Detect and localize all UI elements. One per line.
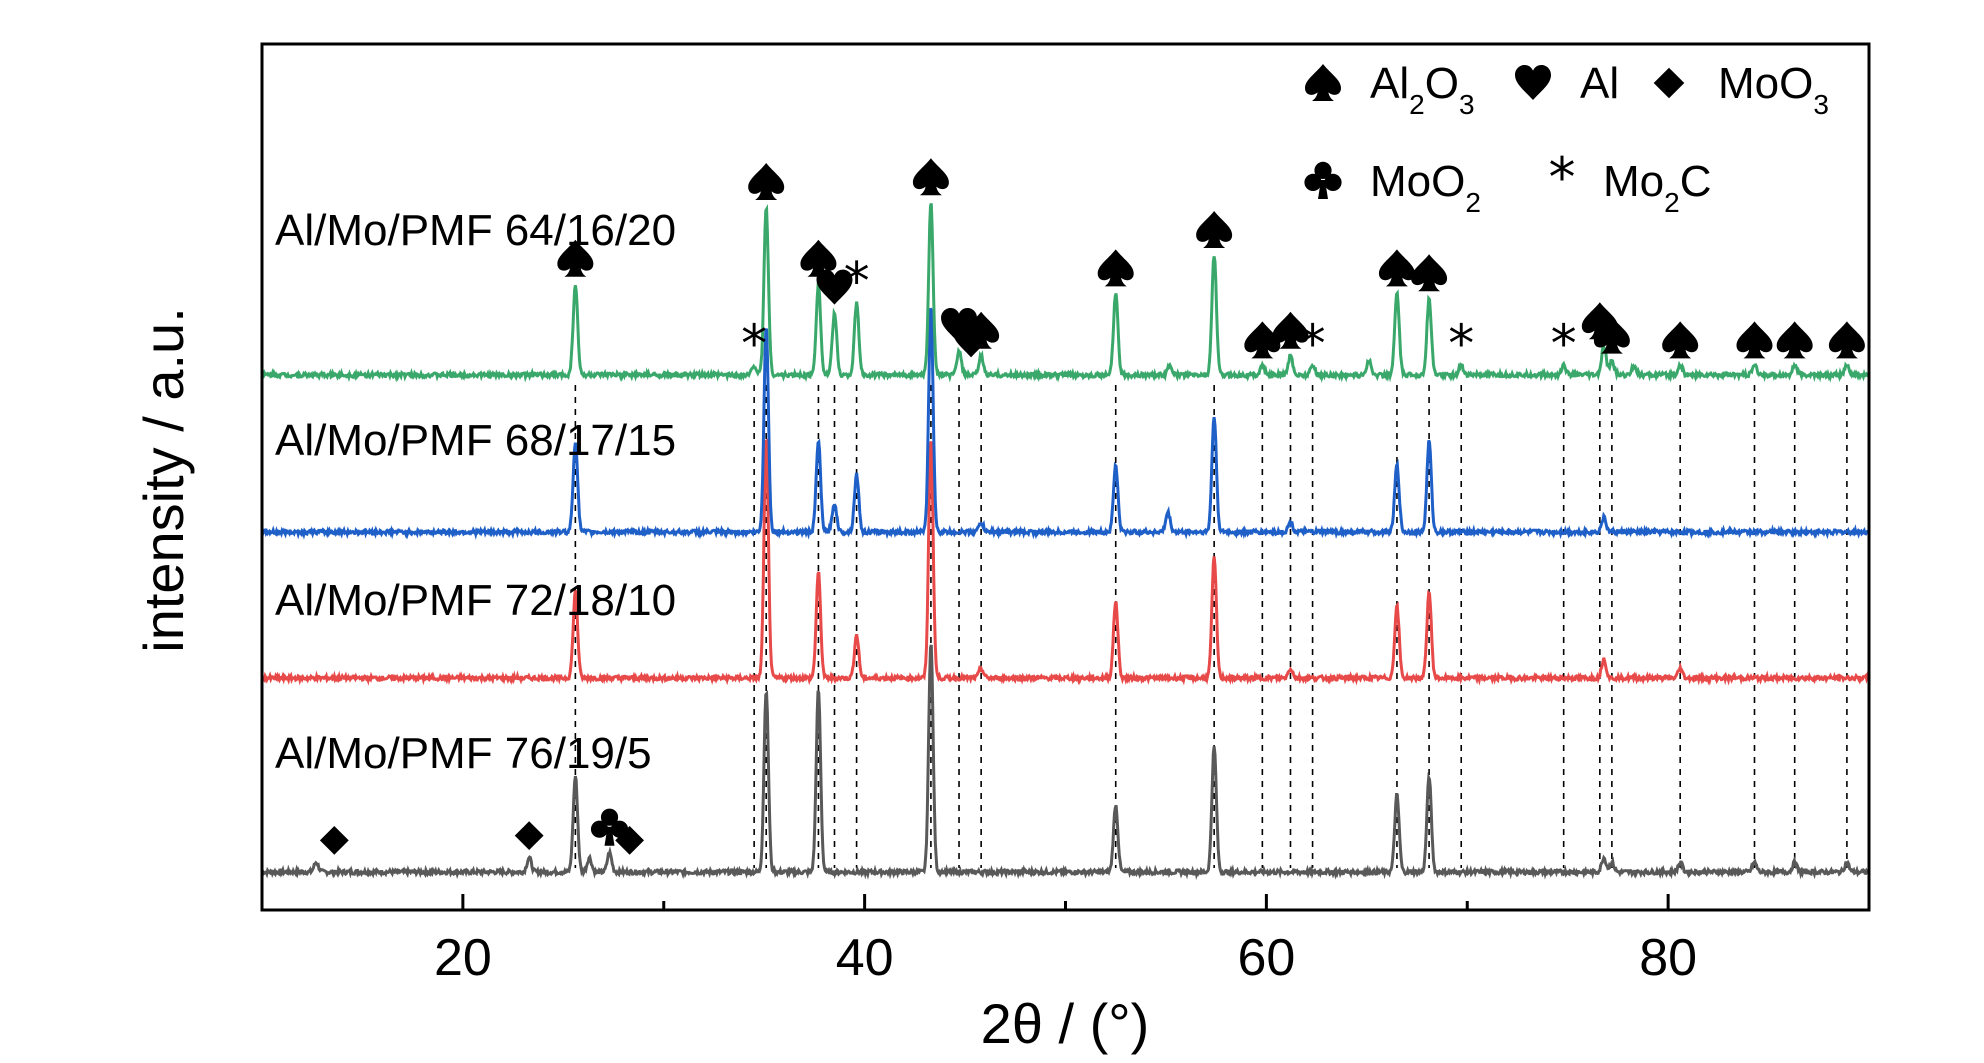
- y-axis-title: intensity / a.u.: [132, 307, 195, 653]
- x-tick-label: 40: [836, 929, 894, 987]
- x-axis-title: 2θ / (°): [981, 992, 1150, 1055]
- series-label-64-16-20: Al/Mo/PMF 64/16/20: [275, 206, 676, 255]
- spade-marker-icon: [912, 158, 949, 196]
- legend-asterisk-icon: *: [1549, 146, 1576, 209]
- spade-marker-icon: [1828, 321, 1865, 359]
- spade-marker-icon: [1196, 211, 1233, 248]
- series-label-76-19-5: Al/Mo/PMF 76/19/5: [275, 729, 652, 778]
- reference-lines: [574, 385, 1848, 868]
- series-label-68-17-15: Al/Mo/PMF 68/17/15: [275, 416, 676, 465]
- asterisk-marker-icon: *: [1448, 314, 1474, 374]
- x-tick-label: 80: [1639, 929, 1697, 987]
- spade-marker-icon: [1378, 249, 1415, 287]
- x-tick-label: 60: [1237, 929, 1295, 987]
- spade-marker-icon: [1776, 321, 1813, 359]
- x-axis-ticks: 20 40 60 80: [260, 894, 1871, 987]
- legend-diamond-icon: [1653, 67, 1685, 99]
- series-line-68-17-15: [261, 307, 1871, 540]
- series-label-72-18-10: Al/Mo/PMF 72/18/10: [275, 576, 676, 625]
- phase-markers: * * * * *: [319, 158, 1865, 855]
- legend-label-al: Al: [1580, 59, 1619, 108]
- legend-label-mo2c: Mo2C: [1603, 157, 1711, 218]
- x-tick-label: 20: [434, 929, 492, 987]
- spade-marker-icon: [1662, 321, 1699, 359]
- legend: Al2O3 Al MoO3 MoO2 * Mo2C: [1304, 59, 1829, 218]
- asterisk-marker-icon: *: [844, 252, 870, 312]
- spade-marker-icon: [1097, 249, 1134, 287]
- asterisk-marker-icon: *: [1300, 314, 1326, 374]
- spade-marker-icon: [1736, 321, 1773, 359]
- series-line-64-16-20: [260, 202, 1870, 384]
- legend-label-moo3: MoO3: [1718, 59, 1829, 120]
- series-traces: [260, 202, 1871, 881]
- asterisk-marker-icon: *: [741, 314, 767, 374]
- series-line-72-18-10: [260, 438, 1870, 686]
- legend-heart-icon: [1515, 65, 1551, 100]
- diamond-marker-icon: [514, 821, 544, 850]
- legend-label-al2o3: Al2O3: [1370, 59, 1475, 120]
- spade-marker-icon: [1411, 254, 1448, 292]
- asterisk-marker-icon: *: [1551, 314, 1577, 374]
- series-line-76-19-5: [261, 644, 1871, 881]
- diamond-marker-icon: [319, 826, 349, 855]
- legend-label-moo2: MoO2: [1370, 157, 1481, 218]
- legend-spade-icon: [1305, 64, 1341, 101]
- spade-marker-icon: [748, 163, 785, 200]
- legend-club-icon: [1304, 161, 1342, 199]
